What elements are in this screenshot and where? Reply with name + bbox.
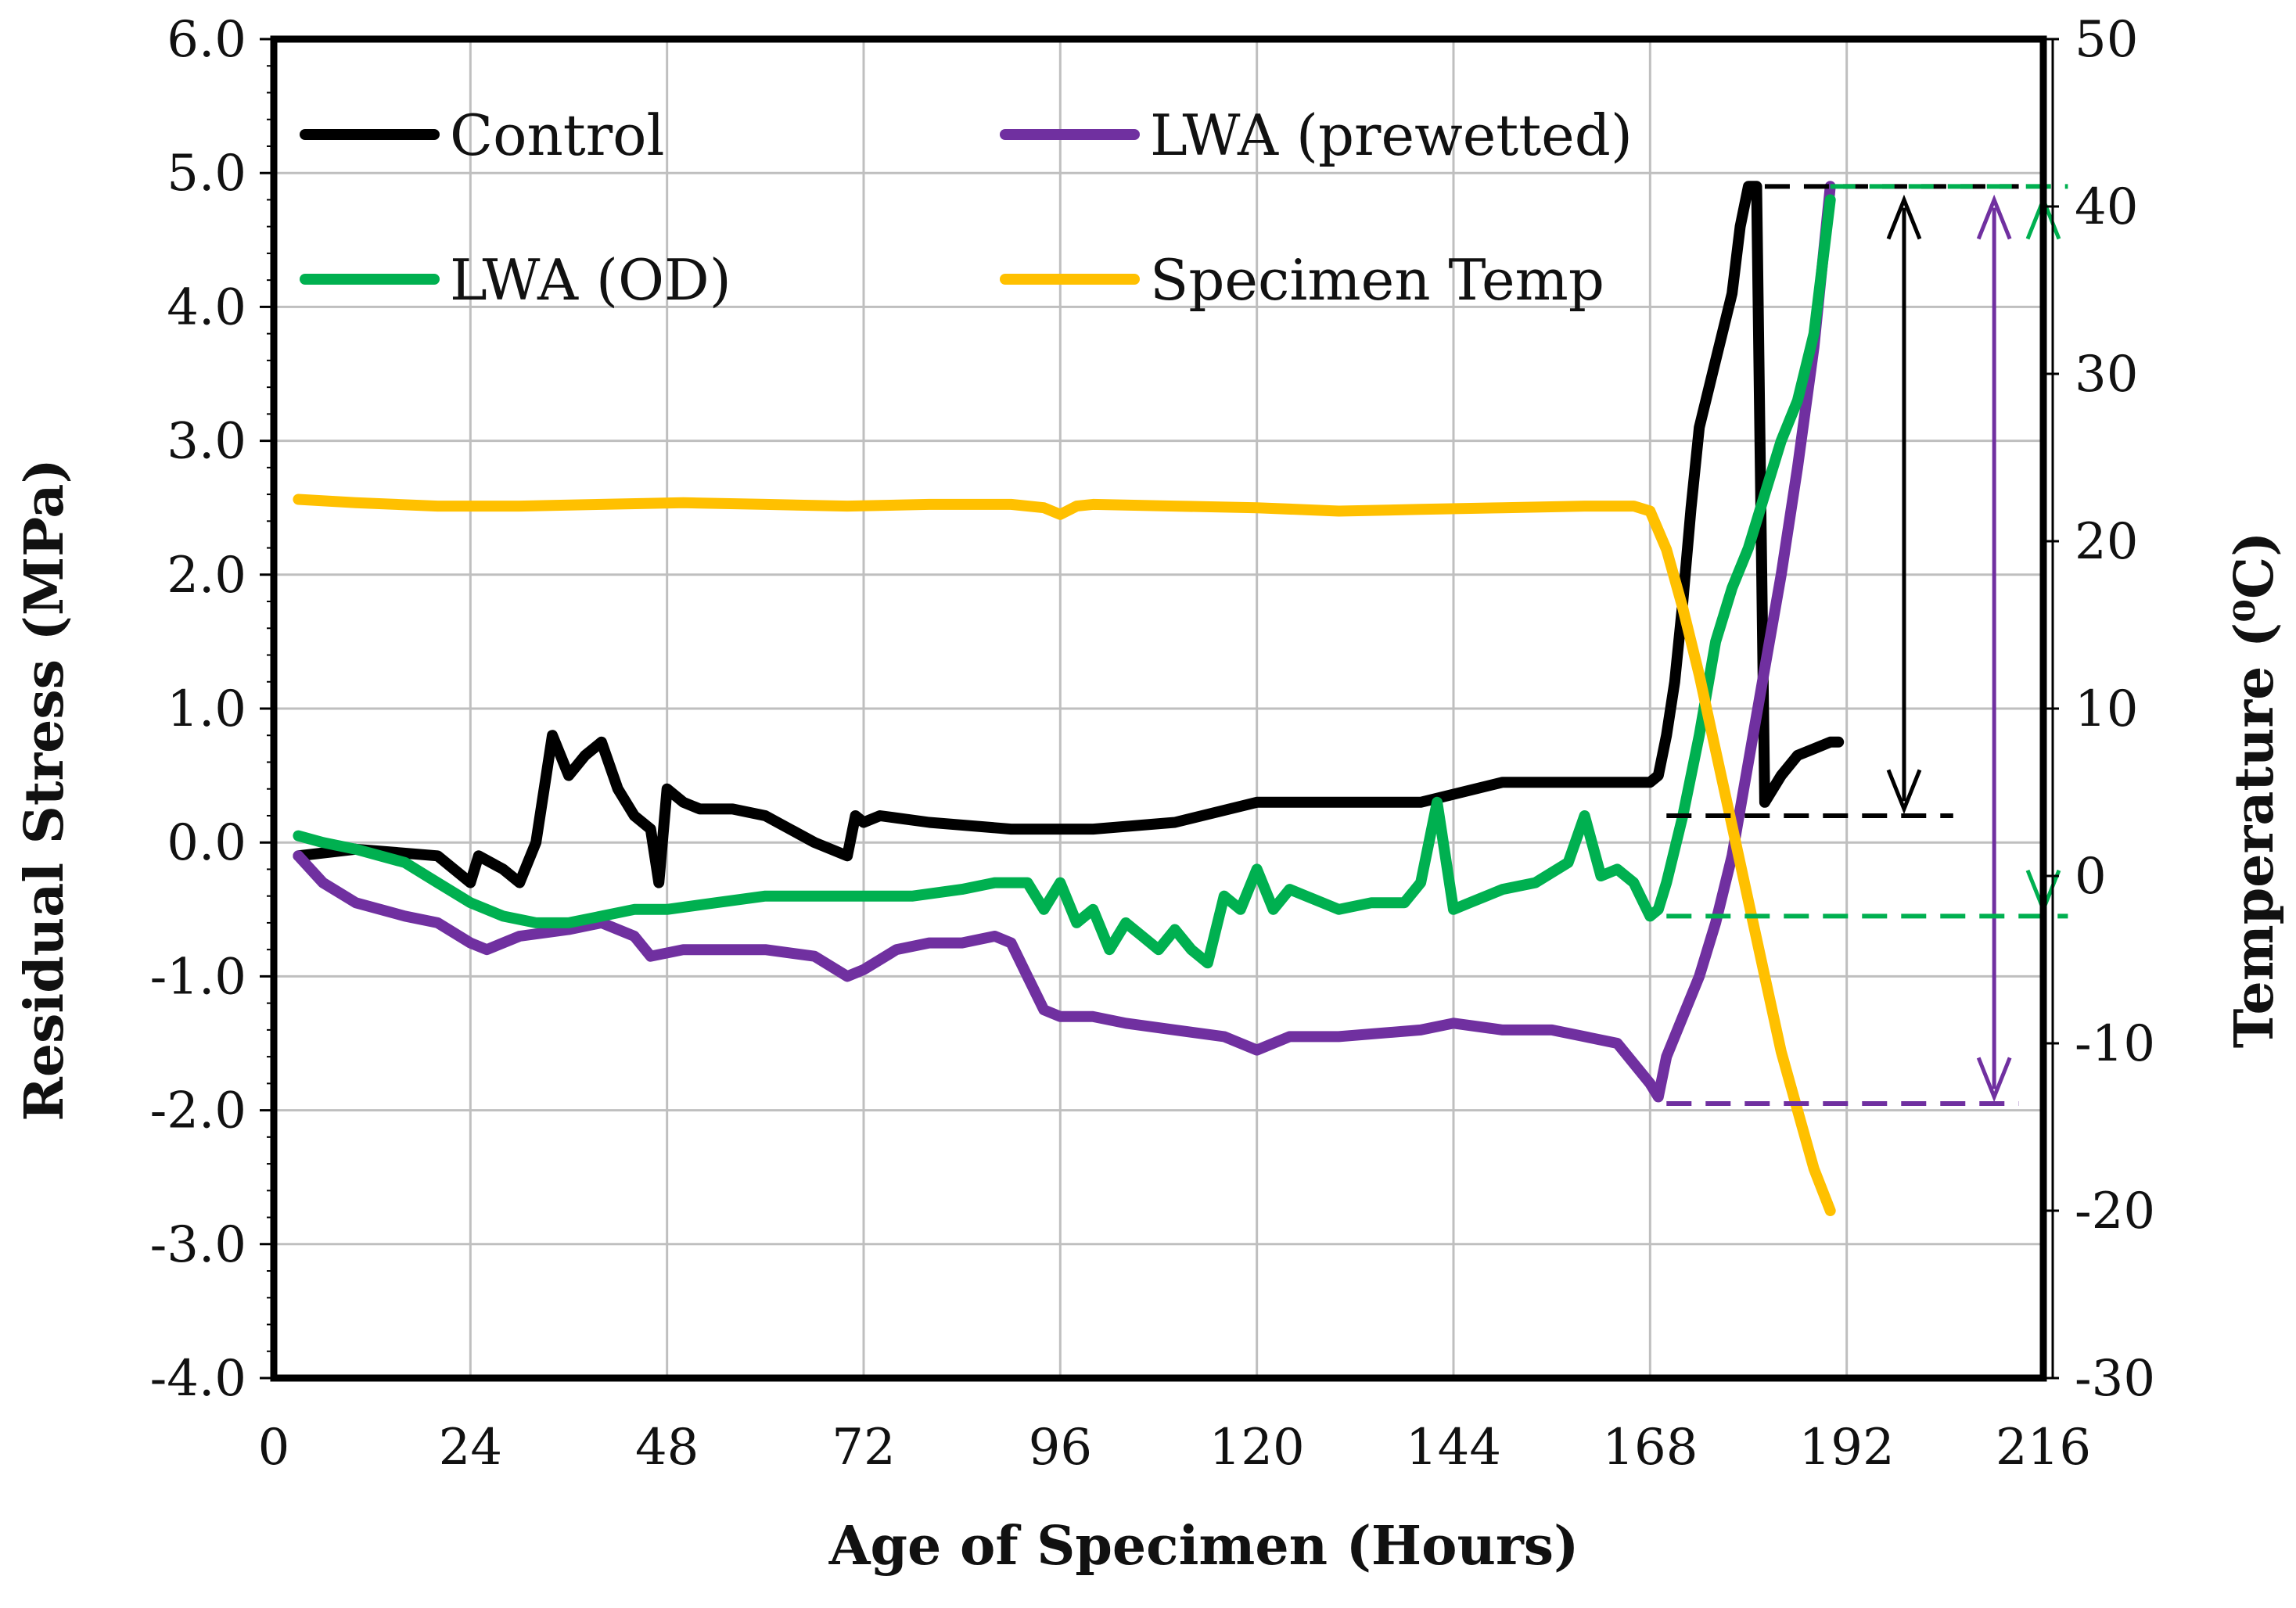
x-tick-label: 120 xyxy=(1209,1419,1305,1477)
x-tick-label: 192 xyxy=(1799,1419,1895,1477)
legend: Control LWA (prewetted) LWA (OD) Specimen T… xyxy=(300,102,1633,313)
y2-tick-label: 50 xyxy=(2075,11,2138,69)
x-tick-label: 48 xyxy=(635,1419,699,1477)
grid xyxy=(274,39,2043,1378)
x-axis-title: Age of Specimen (Hours) xyxy=(828,1515,1579,1577)
y2-tick-label: 30 xyxy=(2075,346,2138,404)
y-tick-label: 0.0 xyxy=(167,814,246,872)
y2-axis-title: Temperature (⁰C) xyxy=(2223,532,2286,1049)
y2-tick-label: 10 xyxy=(2075,680,2138,738)
arrow-head-up xyxy=(1976,194,2012,240)
arrow-head-down xyxy=(1886,769,1922,815)
series-line-specimen-temp xyxy=(293,494,1836,1216)
legend-label: LWA (OD) xyxy=(450,247,731,313)
x-tick-label: 0 xyxy=(258,1419,290,1477)
series-line-lwa-od xyxy=(293,194,1836,969)
x-tick-label: 24 xyxy=(439,1419,502,1477)
legend-label: LWA (prewetted) xyxy=(1150,102,1633,168)
x-tick-label: 96 xyxy=(1029,1419,1092,1477)
legend-label: Specimen Temp xyxy=(1150,247,1604,313)
series-line-lwa-prewetted xyxy=(293,181,1836,1103)
y-tick-label: 6.0 xyxy=(167,11,246,69)
y-tick-label: 3.0 xyxy=(167,413,246,471)
ticks: 0 24 48 72 96 120 144 168 192 216 -4.0 -3.0 -2.0 -1.0… xyxy=(150,11,2155,1477)
x-tick-label: 144 xyxy=(1406,1419,1501,1477)
series-line-control xyxy=(293,181,1845,888)
series xyxy=(293,181,1845,1216)
y-tick-label: 5.0 xyxy=(167,145,246,203)
y2-tick-label: -30 xyxy=(2075,1350,2155,1408)
y2-tick-label: 40 xyxy=(2075,178,2138,236)
y-tick-label: 2.0 xyxy=(167,547,246,605)
y-tick-label: -1.0 xyxy=(150,948,246,1006)
y-tick-label: 4.0 xyxy=(167,278,246,336)
x-tick-label: 168 xyxy=(1602,1419,1698,1477)
y2-tick-label: 20 xyxy=(2075,513,2138,571)
y2-tick-label: -10 xyxy=(2075,1015,2155,1073)
y-tick-label: -4.0 xyxy=(150,1350,246,1408)
arrow-head-down xyxy=(1976,1057,2012,1103)
y-tick-label: -3.0 xyxy=(150,1216,246,1274)
x-tick-label: 72 xyxy=(832,1419,895,1477)
y-tick-label: -2.0 xyxy=(150,1082,246,1140)
y-tick-label: 1.0 xyxy=(167,680,246,738)
legend-label: Control xyxy=(450,102,665,168)
y-axis-title: Residual Stress (MPa) xyxy=(13,458,76,1121)
y2-tick-label: -20 xyxy=(2075,1183,2155,1240)
arrow-head-up xyxy=(1886,194,1922,240)
y2-tick-label: 0 xyxy=(2075,848,2107,906)
x-tick-label: 216 xyxy=(1996,1419,2091,1477)
